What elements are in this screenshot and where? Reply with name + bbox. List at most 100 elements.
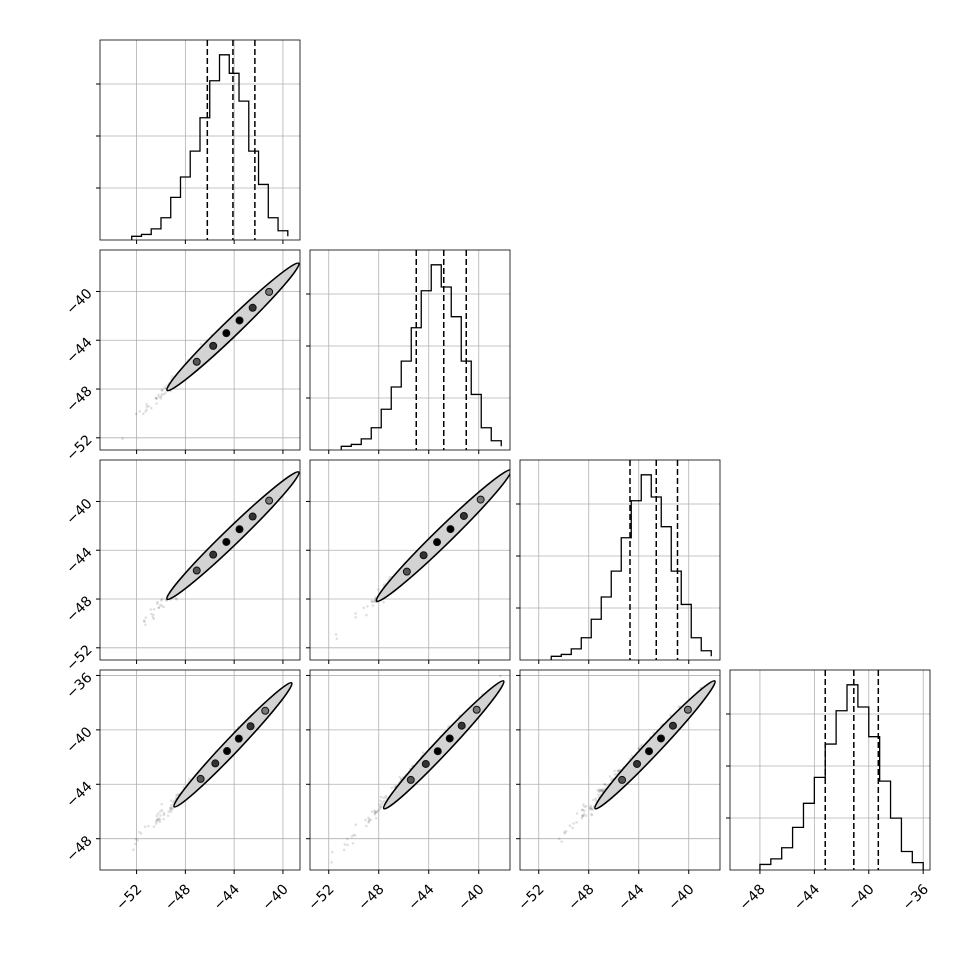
pair-r3-c0-sample <box>167 810 170 813</box>
pair-r1-c0-sample <box>160 393 164 396</box>
pair-r3-c0-sample <box>154 822 158 825</box>
pair-r3-c1-sample <box>330 861 333 864</box>
pair-r3-c1-sample <box>393 785 396 788</box>
pair-r3-c1-density-marker <box>421 759 430 768</box>
pair-r1-c0-sample <box>163 386 167 390</box>
marginal-p1-frame <box>99 39 301 241</box>
y-tick-label: −48 <box>63 383 95 415</box>
pair-r3-c2-sample <box>590 807 594 810</box>
pair-r3-c2-sample <box>589 804 593 808</box>
pair-r2-c1-sample <box>371 604 375 607</box>
pair-r3-c2-sample <box>594 797 597 801</box>
pair-r1-c0-density-marker <box>265 287 274 296</box>
pair-r3-c0-sample <box>169 810 173 814</box>
pair-r2-c0-sample <box>143 620 146 623</box>
pair-r1-c0-density-marker <box>248 303 257 312</box>
pair-r3-c2-sample <box>584 814 588 817</box>
pair-r3-c1-sample <box>380 803 384 806</box>
x-tick-label: −52 <box>113 882 145 914</box>
pair-r3-c1-density-marker <box>445 734 454 743</box>
pair-r2-c1-sample <box>370 600 374 604</box>
pair-r3-c2-frame <box>519 669 721 871</box>
pair-r3-c2-sample <box>582 814 585 817</box>
pair-r3-c2-sample <box>589 808 592 811</box>
pair-r3-c0-frame <box>99 669 301 871</box>
pair-r3-c0-content <box>132 681 293 852</box>
x-tick-label: −40 <box>665 882 697 914</box>
pair-r1-c0-sample <box>154 396 158 400</box>
pair-r3-c2-sample <box>564 830 568 833</box>
pair-r2-c1-sample <box>382 583 386 586</box>
pair-r1-c0-sample <box>155 402 158 405</box>
pair-r3-c2-sample <box>592 798 595 802</box>
pair-r3-c1-sample <box>346 837 349 841</box>
pair-r3-c1-sample <box>373 811 377 814</box>
pair-r3-c1-sample <box>350 835 354 838</box>
pair-r1-c0-sample <box>160 389 164 392</box>
pair-r3-c0-sample <box>134 842 137 846</box>
pair-r2-c0-sample <box>157 606 161 609</box>
pair-r3-c0-density-marker <box>261 706 270 715</box>
pair-r2-c1-sample <box>362 606 366 610</box>
pair-r3-c2-sample <box>669 713 672 717</box>
pair-r1-c0-sample <box>155 397 158 401</box>
pair-r3-c0-sample <box>158 818 162 821</box>
pair-r1-c0-sample <box>159 397 163 400</box>
pair-r3-c0-sample <box>155 814 159 818</box>
pair-r1-c0-sample <box>199 342 202 346</box>
pair-r3-c0-sample <box>169 808 172 812</box>
pair-r2-c0-sample <box>144 623 147 627</box>
pair-r3-c1-sample <box>373 811 377 815</box>
y-tick-label: −40 <box>63 286 95 318</box>
pair-r3-c2-sample <box>613 769 616 773</box>
pair-r3-c2-sample <box>677 705 681 709</box>
pair-r3-c2-sample <box>605 784 609 787</box>
y-tick-label: −48 <box>63 833 95 865</box>
pair-r1-c0-sample <box>145 403 148 406</box>
pair-r2-c1-sample <box>365 613 368 617</box>
pair-r2-c1-sample <box>334 633 338 636</box>
pair-r2-c0-sample <box>175 597 178 601</box>
pair-r3-c0-sample <box>160 808 164 812</box>
pair-r3-c2-sample <box>598 790 602 793</box>
pair-r2-c1-density-marker <box>402 567 411 576</box>
pair-r3-c1-sample <box>379 805 382 809</box>
pair-r2-c0-sample <box>152 608 156 611</box>
pair-r3-c2-sample <box>618 768 622 772</box>
pair-r3-c1-sample <box>378 807 382 811</box>
pair-r3-c0-sample <box>159 810 162 813</box>
pair-r3-c0-sample <box>169 807 172 810</box>
pair-r2-c0-sample <box>160 599 163 602</box>
pair-r1-c0-contour <box>166 262 300 392</box>
pair-r3-c2-density-marker <box>683 705 692 714</box>
pair-r3-c1-sample <box>351 841 355 845</box>
pair-r3-c1-sample <box>379 795 383 799</box>
pair-r3-c2-density-marker <box>618 775 627 784</box>
pair-r1-c0-sample <box>154 396 158 400</box>
pair-r3-c0-sample <box>155 820 158 823</box>
pair-r3-c2-sample <box>597 789 601 793</box>
pair-r3-c1-sample <box>382 796 385 800</box>
pair-r3-c2-sample <box>616 769 619 773</box>
pair-r3-c0-sample <box>132 848 135 852</box>
x-tick-label: −48 <box>162 882 194 914</box>
pair-r3-c0-sample <box>162 813 166 817</box>
pair-r3-c2-sample <box>575 812 579 815</box>
pair-r3-c1-sample <box>374 816 378 820</box>
x-tick-label: −52 <box>305 882 337 914</box>
pair-r1-c0-content <box>121 262 300 440</box>
pair-r1-c0-density-marker <box>235 316 244 325</box>
pair-r3-c2-sample <box>583 805 586 808</box>
pair-r3-c1-sample <box>375 810 378 813</box>
pair-r2-c0-sample <box>152 617 156 621</box>
pair-r3-c0-density-marker <box>234 734 243 743</box>
pair-r2-c1-sample <box>335 637 339 640</box>
pair-r1-c0-sample <box>141 412 145 416</box>
pair-r3-c0-density-marker <box>246 722 255 731</box>
pair-r3-c2-sample <box>581 814 585 818</box>
pair-r3-c1-sample <box>398 775 401 779</box>
pair-r1-c0-frame <box>99 249 301 451</box>
pair-r3-c2-content <box>557 680 716 843</box>
pair-r3-c2-sample <box>597 793 600 797</box>
pair-r3-c2-sample <box>572 822 575 825</box>
